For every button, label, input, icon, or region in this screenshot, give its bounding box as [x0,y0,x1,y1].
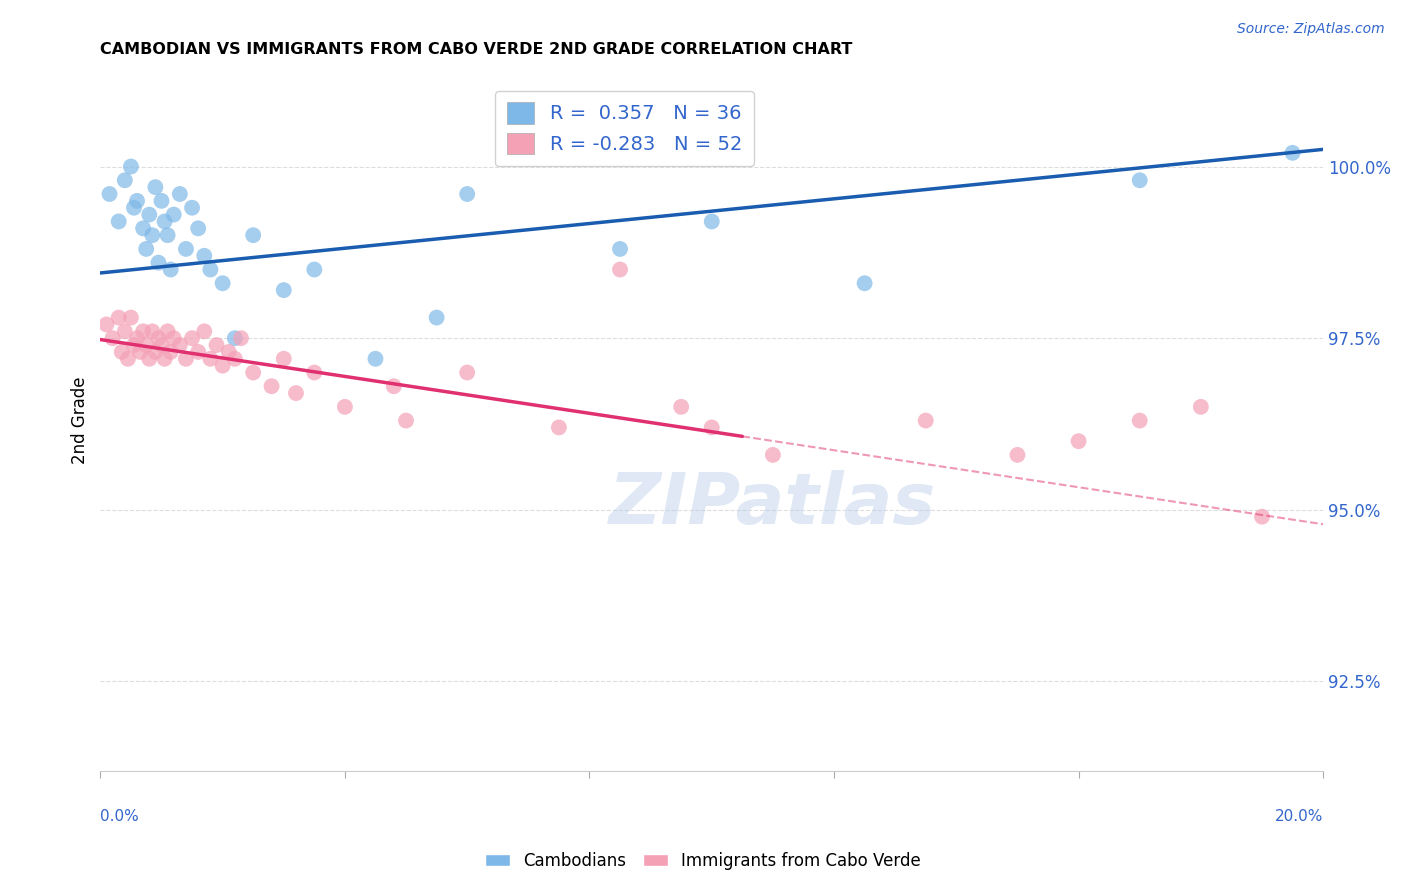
Point [169,186,191,201]
Point [156,324,179,338]
Point [193,324,215,338]
Point [163,331,186,345]
Point [382,379,405,393]
Point [145,180,167,194]
Point [187,221,209,235]
Text: ZIPatlas: ZIPatlas [609,470,936,539]
Point [762,448,785,462]
Point [205,338,228,352]
Point [150,194,173,208]
Point [141,228,163,243]
Point [148,331,170,345]
Point [125,194,148,208]
Point [159,262,181,277]
Point [1067,434,1090,449]
Point [364,351,387,366]
Y-axis label: 2nd Grade: 2nd Grade [72,376,89,465]
Point [150,338,173,352]
Point [114,173,136,187]
Point [211,277,233,291]
Point [304,262,326,277]
Point [174,242,197,256]
Point [333,400,356,414]
Point [242,366,264,380]
Point [96,318,118,332]
Point [156,228,179,243]
Legend: R =  0.357   N = 36, R = -0.283   N = 52: R = 0.357 N = 36, R = -0.283 N = 52 [495,91,754,166]
Point [304,366,326,380]
Point [1129,173,1152,187]
Point [145,345,167,359]
Point [107,310,129,325]
Point [169,338,191,352]
Point [117,351,139,366]
Point [148,255,170,269]
Text: CAMBODIAN VS IMMIGRANTS FROM CABO VERDE 2ND GRADE CORRELATION CHART: CAMBODIAN VS IMMIGRANTS FROM CABO VERDE … [100,42,852,57]
Point [125,331,148,345]
Point [200,351,222,366]
Point [609,242,631,256]
Point [224,331,246,345]
Point [120,160,142,174]
Point [138,208,160,222]
Point [456,186,478,201]
Point [211,359,233,373]
Point [914,413,936,427]
Point [111,345,134,359]
Point [129,345,152,359]
Point [853,277,876,291]
Point [163,208,186,222]
Point [98,186,121,201]
Point [114,324,136,338]
Point [135,242,157,256]
Point [132,324,155,338]
Point [153,351,176,366]
Point [285,386,308,401]
Point [122,201,145,215]
Point [273,283,295,297]
Point [700,214,723,228]
Point [669,400,692,414]
Point [122,338,145,352]
Point [1189,400,1212,414]
Point [138,351,160,366]
Point [120,310,142,325]
Point [242,228,264,243]
Legend: Cambodians, Immigrants from Cabo Verde: Cambodians, Immigrants from Cabo Verde [478,846,928,877]
Point [135,338,157,352]
Point [159,345,181,359]
Point [218,345,240,359]
Point [700,420,723,434]
Point [153,214,176,228]
Point [174,351,197,366]
Point [193,249,215,263]
Point [101,331,124,345]
Point [229,331,252,345]
Point [426,310,449,325]
Point [141,324,163,338]
Point [273,351,295,366]
Point [1251,509,1274,524]
Point [181,201,204,215]
Text: 20.0%: 20.0% [1275,809,1323,824]
Point [181,331,204,345]
Text: Source: ZipAtlas.com: Source: ZipAtlas.com [1237,22,1385,37]
Point [1281,145,1303,160]
Point [456,366,478,380]
Point [1007,448,1029,462]
Point [609,262,631,277]
Point [395,413,418,427]
Point [260,379,283,393]
Point [187,345,209,359]
Point [200,262,222,277]
Point [548,420,571,434]
Point [224,351,246,366]
Point [1129,413,1152,427]
Point [107,214,129,228]
Point [132,221,155,235]
Text: 0.0%: 0.0% [100,809,139,824]
